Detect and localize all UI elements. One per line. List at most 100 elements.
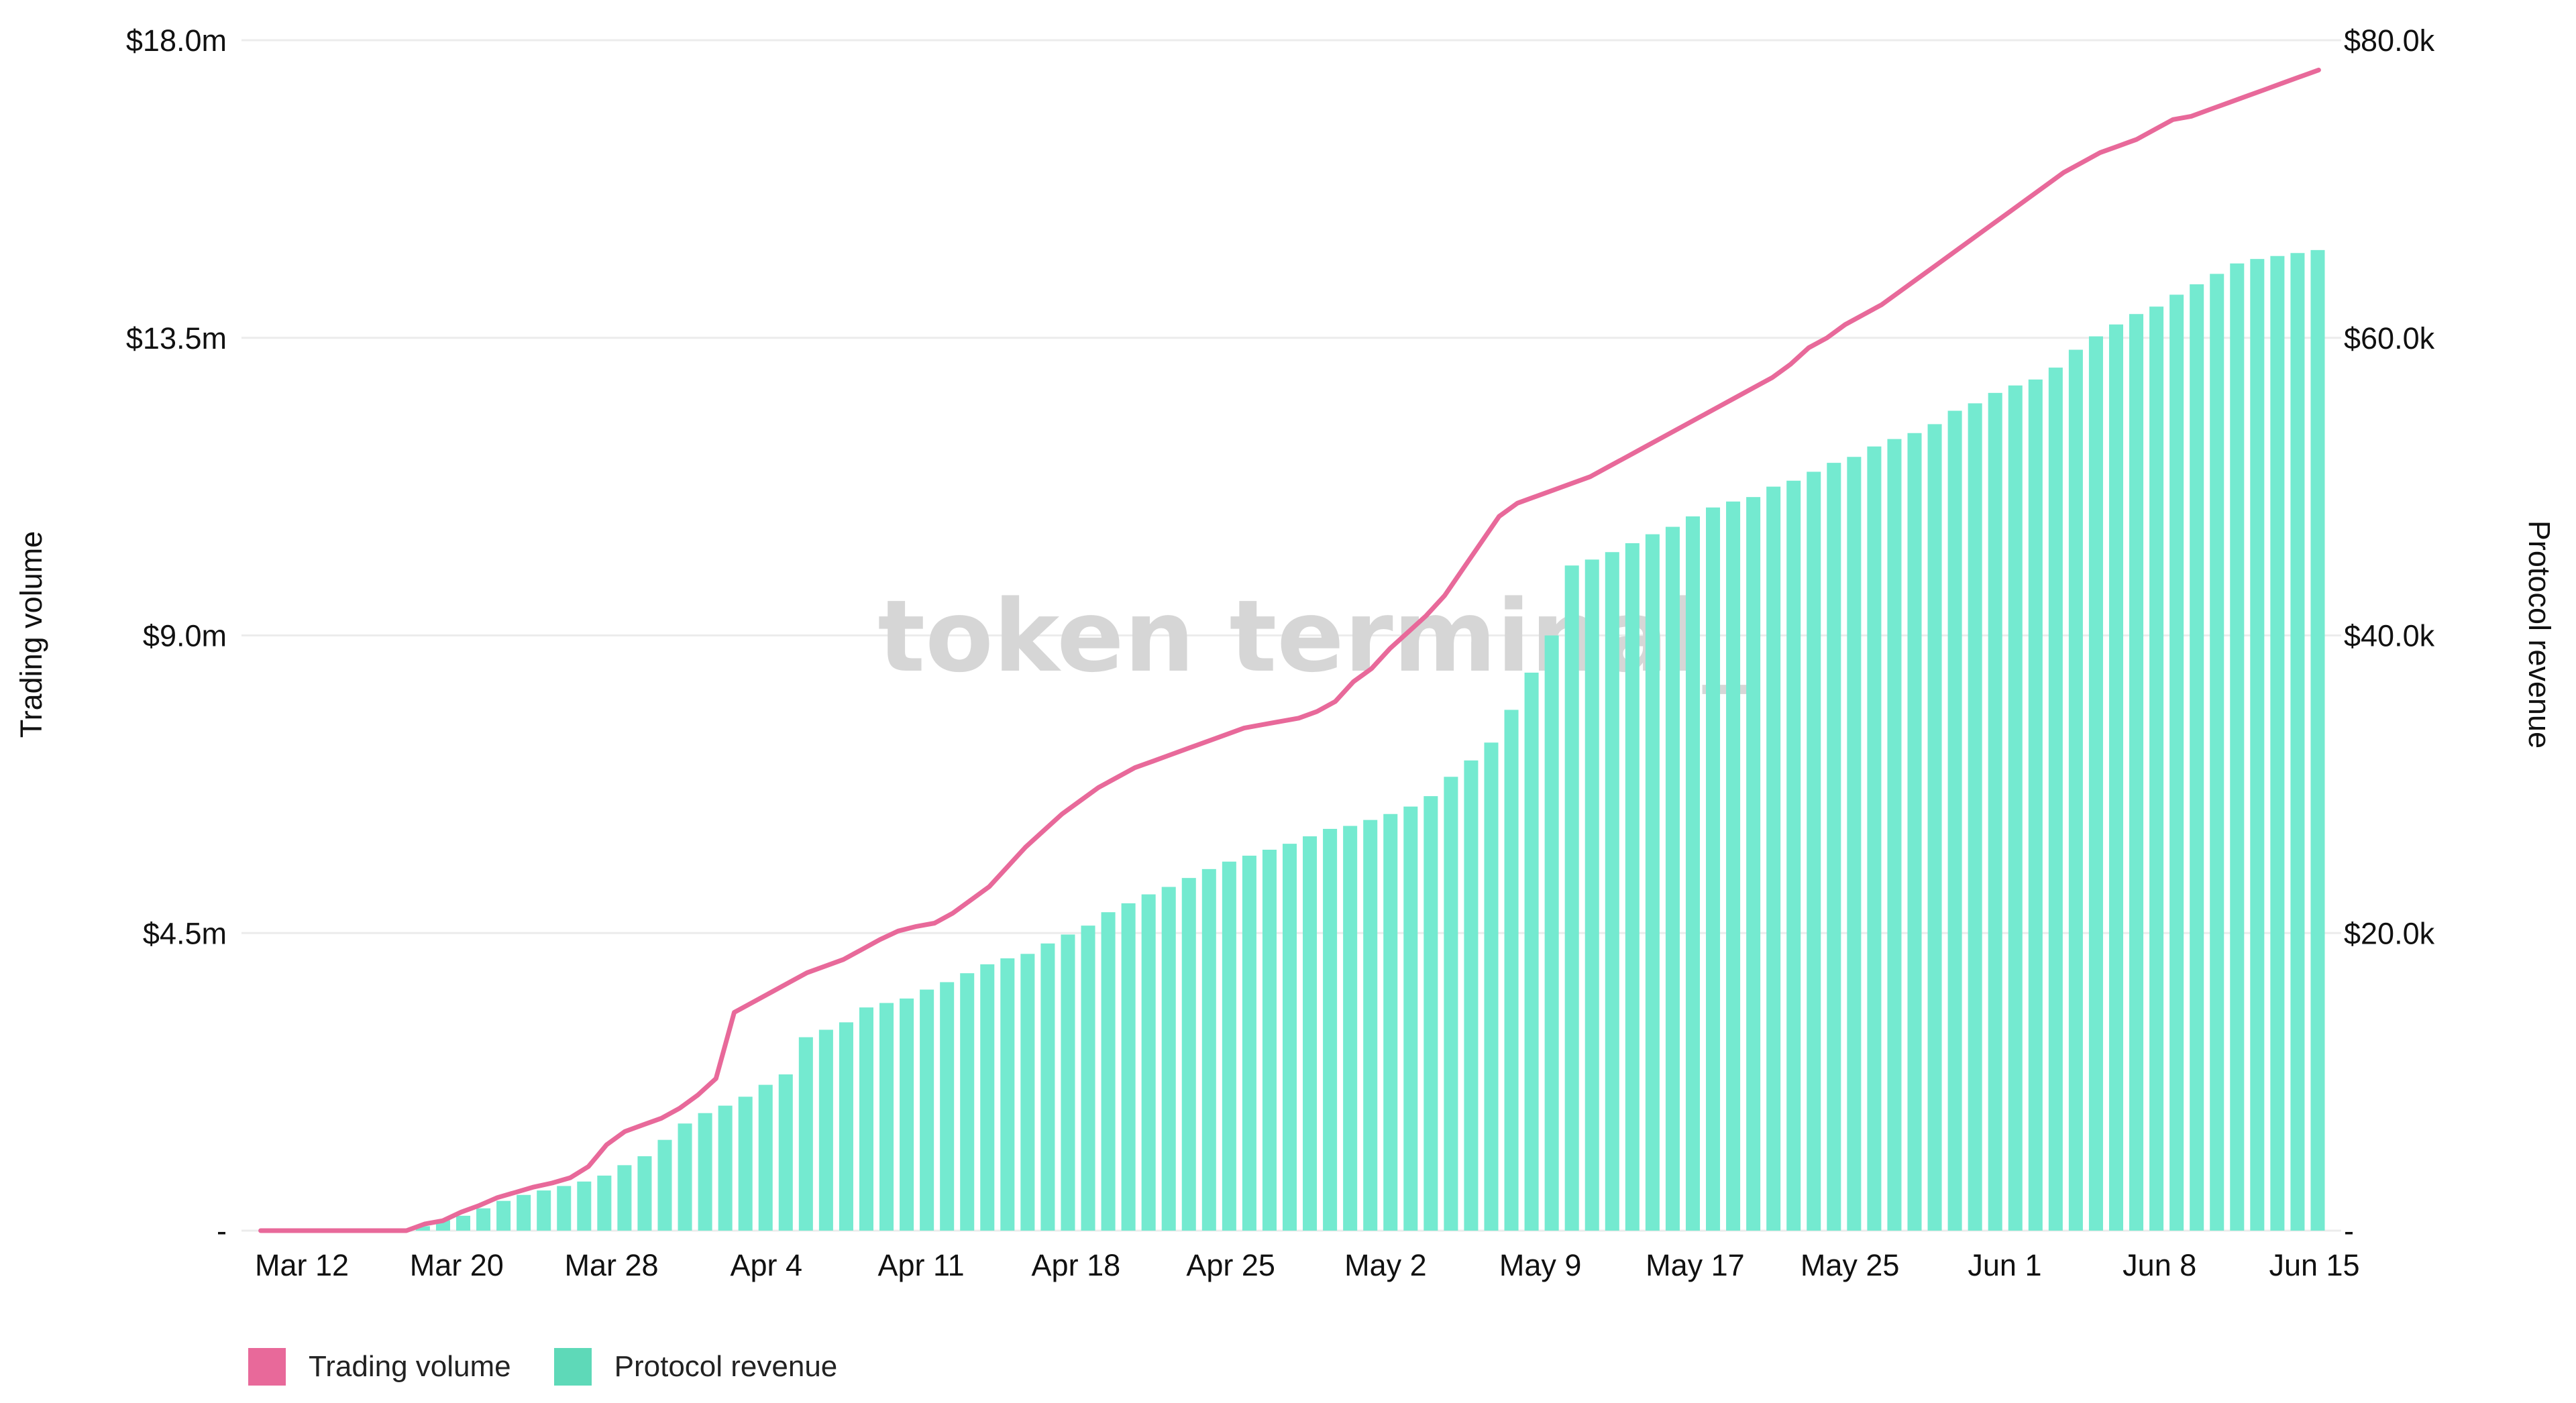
protocol-revenue-bar xyxy=(879,1003,894,1231)
protocol-revenue-bar xyxy=(2290,253,2305,1231)
protocol-revenue-bar xyxy=(839,1022,853,1231)
protocol-revenue-bar xyxy=(1444,777,1458,1231)
x-tick-label: May 25 xyxy=(1801,1248,1900,1282)
protocol-revenue-bar xyxy=(1544,635,1559,1231)
protocol-revenue-bar xyxy=(1020,954,1035,1231)
protocol-revenue-bar xyxy=(1524,672,1539,1231)
protocol-revenue-bar xyxy=(920,989,934,1231)
protocol-revenue-bar xyxy=(1262,850,1277,1231)
protocol-revenue-bar xyxy=(2149,306,2164,1231)
legend-swatch-protocol-revenue xyxy=(553,1348,592,1386)
trading-volume-line xyxy=(258,67,2321,1233)
protocol-revenue-bar xyxy=(2250,259,2265,1231)
protocol-revenue-bar xyxy=(758,1084,773,1231)
protocol-revenue-bar xyxy=(1968,403,1982,1231)
x-tick-label: Jun 1 xyxy=(1968,1248,2041,1282)
protocol-revenue-bar xyxy=(1323,828,1338,1231)
protocol-revenue-bar xyxy=(1363,820,1378,1231)
protocol-revenue-bar xyxy=(2068,349,2083,1231)
x-tick-label: Mar 28 xyxy=(565,1248,659,1282)
protocol-revenue-bar xyxy=(1827,463,1841,1231)
legend-label-trading-volume: Trading volume xyxy=(309,1350,511,1383)
protocol-revenue-bar xyxy=(1887,439,1902,1231)
protocol-revenue-bar xyxy=(1424,796,1438,1231)
protocol-revenue-bar xyxy=(577,1181,592,1231)
left-tick-label: $9.0m xyxy=(143,619,227,653)
protocol-revenue-bar xyxy=(597,1175,612,1231)
protocol-revenue-bar xyxy=(1685,516,1700,1231)
legend-swatch-trading-volume xyxy=(248,1348,286,1386)
trading-volume-line-path xyxy=(258,67,2321,1233)
protocol-revenue-bar xyxy=(1081,925,1095,1231)
protocol-revenue-bar xyxy=(2190,284,2204,1231)
x-tick-label: Jun 15 xyxy=(2269,1248,2359,1282)
protocol-revenue-bar xyxy=(1484,742,1499,1231)
protocol-revenue-bar xyxy=(1746,497,1761,1231)
protocol-revenue-bar xyxy=(900,998,914,1231)
protocol-revenue-bar xyxy=(557,1186,572,1231)
left-axis-title: Trading volume xyxy=(14,531,48,738)
protocol-revenue-bar xyxy=(2310,249,2325,1231)
protocol-revenue-bar xyxy=(2048,368,2063,1231)
protocol-revenue-bar xyxy=(859,1007,873,1231)
protocol-revenue-bar xyxy=(2108,324,2124,1231)
protocol-revenue-bar xyxy=(2270,256,2285,1231)
protocol-revenue-bar xyxy=(455,1215,471,1231)
legend-label-protocol-revenue: Protocol revenue xyxy=(614,1350,838,1383)
protocol-revenue-bar xyxy=(1343,826,1358,1231)
right-tick-label: $80.0k xyxy=(2344,23,2435,58)
protocol-revenue-bar xyxy=(1605,552,1619,1231)
protocol-revenue-bar xyxy=(1383,813,1398,1231)
left-tick-label: - xyxy=(217,1214,227,1248)
protocol-revenue-bar xyxy=(1403,806,1418,1231)
x-tick-label: Apr 25 xyxy=(1186,1248,1275,1282)
protocol-revenue-bar xyxy=(718,1105,733,1231)
protocol-revenue-bar xyxy=(2169,294,2184,1231)
protocol-revenue-bar xyxy=(980,964,995,1231)
protocol-revenue-bar xyxy=(1786,480,1801,1231)
protocol-revenue-bar xyxy=(1201,868,1216,1231)
legend: Trading volume Protocol revenue xyxy=(248,1348,880,1386)
protocol-revenue-bars xyxy=(415,249,2325,1231)
protocol-revenue-bar xyxy=(1101,912,1116,1231)
protocol-revenue-bar xyxy=(1161,887,1176,1231)
protocol-revenue-bar xyxy=(1625,543,1640,1231)
protocol-revenue-bar xyxy=(1040,943,1055,1231)
right-tick-label: $20.0k xyxy=(2344,916,2435,950)
protocol-revenue-bar xyxy=(1585,559,1599,1231)
protocol-revenue-bar xyxy=(1181,878,1196,1231)
protocol-revenue-bar xyxy=(2230,263,2245,1231)
x-axis-ticks: Mar 12 Mar 20 Mar 28 Apr 4 Apr 11 Apr 18 Apr 2… xyxy=(255,1248,2360,1282)
protocol-revenue-bar xyxy=(1665,526,1680,1231)
protocol-revenue-bar xyxy=(1504,710,1519,1231)
protocol-revenue-bar xyxy=(1061,934,1075,1231)
protocol-revenue-bar xyxy=(1222,861,1236,1231)
protocol-revenue-bar xyxy=(1807,471,1821,1231)
legend-item-trading-volume[interactable]: Trading volume xyxy=(248,1348,511,1386)
protocol-revenue-bar xyxy=(1947,410,1962,1231)
left-tick-label: $4.5m xyxy=(143,916,227,950)
protocol-revenue-bar xyxy=(637,1156,652,1231)
right-tick-label: $40.0k xyxy=(2344,619,2435,653)
x-tick-label: Apr 4 xyxy=(731,1248,803,1282)
protocol-revenue-bar xyxy=(1907,433,1922,1231)
protocol-revenue-bar xyxy=(1927,424,1942,1231)
left-axis-ticks: - $4.5m $9.0m $13.5m $18.0m xyxy=(126,23,227,1248)
protocol-revenue-bar xyxy=(738,1097,753,1231)
protocol-revenue-bar xyxy=(2088,336,2103,1231)
protocol-revenue-bar xyxy=(657,1139,672,1231)
x-tick-label: Apr 18 xyxy=(1032,1248,1121,1282)
protocol-revenue-bar xyxy=(1847,457,1862,1231)
protocol-revenue-bar xyxy=(2129,314,2144,1231)
x-tick-label: May 2 xyxy=(1344,1248,1427,1282)
protocol-revenue-bar xyxy=(1988,392,2002,1231)
protocol-revenue-bar xyxy=(2210,274,2224,1231)
protocol-revenue-bar xyxy=(1121,903,1136,1231)
protocol-revenue-bar xyxy=(1726,501,1741,1231)
protocol-revenue-bar xyxy=(960,973,975,1231)
legend-item-protocol-revenue[interactable]: Protocol revenue xyxy=(553,1348,838,1386)
x-tick-label: May 9 xyxy=(1499,1248,1582,1282)
left-tick-label: $13.5m xyxy=(126,321,227,355)
right-tick-label: $60.0k xyxy=(2344,321,2435,355)
